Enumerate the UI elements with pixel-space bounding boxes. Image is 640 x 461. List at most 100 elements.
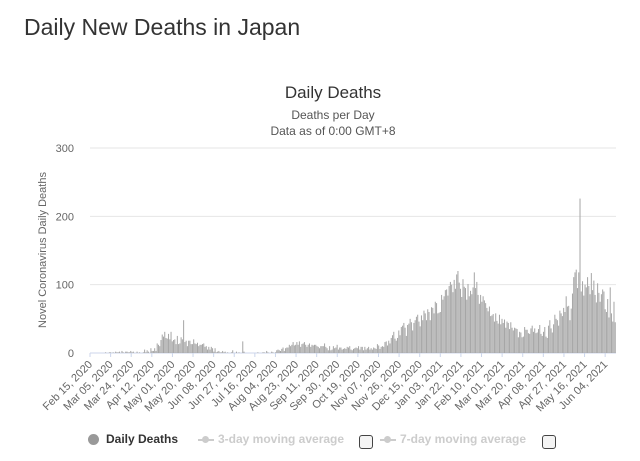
bar[interactable]: [483, 300, 485, 353]
bar[interactable]: [486, 307, 488, 353]
bar[interactable]: [243, 351, 245, 353]
bar[interactable]: [432, 307, 434, 353]
bar[interactable]: [543, 331, 545, 353]
bar[interactable]: [403, 322, 405, 353]
bar[interactable]: [271, 351, 273, 353]
bar[interactable]: [602, 289, 604, 353]
bar[interactable]: [354, 348, 356, 353]
bar[interactable]: [266, 350, 268, 353]
bar[interactable]: [584, 284, 586, 353]
bar[interactable]: [193, 339, 195, 353]
bar[interactable]: [595, 302, 597, 353]
bar[interactable]: [189, 340, 191, 353]
bar[interactable]: [136, 351, 138, 353]
bar[interactable]: [448, 286, 450, 353]
bar[interactable]: [337, 349, 339, 353]
bar[interactable]: [117, 352, 119, 353]
bar[interactable]: [334, 348, 336, 353]
bar[interactable]: [569, 320, 571, 353]
bar[interactable]: [287, 347, 289, 353]
bar[interactable]: [286, 347, 288, 353]
bar[interactable]: [398, 330, 400, 353]
bar[interactable]: [442, 299, 444, 353]
bar[interactable]: [418, 321, 420, 353]
bar[interactable]: [461, 296, 463, 353]
bar[interactable]: [176, 335, 178, 353]
bar[interactable]: [427, 309, 429, 353]
bar[interactable]: [174, 339, 176, 353]
bar[interactable]: [162, 336, 164, 353]
bar[interactable]: [417, 314, 419, 353]
bar[interactable]: [437, 313, 439, 353]
bar[interactable]: [297, 344, 299, 353]
bar[interactable]: [532, 331, 534, 353]
bar[interactable]: [316, 346, 318, 353]
bar[interactable]: [400, 327, 402, 353]
bar[interactable]: [267, 352, 269, 353]
bar[interactable]: [529, 333, 531, 353]
bar[interactable]: [305, 344, 307, 353]
bar[interactable]: [219, 352, 221, 353]
bar[interactable]: [594, 294, 596, 353]
bar[interactable]: [166, 338, 168, 353]
bar[interactable]: [150, 348, 152, 353]
bar[interactable]: [336, 344, 338, 353]
bar[interactable]: [498, 314, 500, 353]
bar[interactable]: [509, 329, 511, 353]
bar[interactable]: [384, 342, 386, 353]
bar[interactable]: [470, 290, 472, 353]
bar[interactable]: [419, 326, 421, 353]
bar[interactable]: [130, 350, 132, 353]
bar[interactable]: [570, 308, 572, 353]
bar[interactable]: [407, 324, 409, 353]
bar[interactable]: [485, 303, 487, 353]
bar[interactable]: [390, 337, 392, 353]
bar[interactable]: [603, 291, 605, 354]
bar[interactable]: [196, 342, 198, 353]
bar[interactable]: [447, 295, 449, 353]
bar[interactable]: [608, 317, 610, 353]
bar[interactable]: [589, 294, 591, 353]
bar[interactable]: [451, 284, 453, 353]
bar[interactable]: [290, 346, 292, 353]
bar[interactable]: [147, 351, 149, 353]
bar[interactable]: [115, 351, 117, 353]
bar[interactable]: [132, 351, 134, 353]
bar[interactable]: [501, 318, 503, 353]
bar[interactable]: [347, 347, 349, 353]
bar[interactable]: [468, 296, 470, 353]
bar[interactable]: [371, 349, 373, 353]
bar[interactable]: [383, 346, 385, 353]
bar[interactable]: [235, 351, 237, 353]
bar[interactable]: [274, 352, 276, 353]
bar[interactable]: [420, 315, 422, 353]
bar[interactable]: [213, 351, 215, 353]
bar[interactable]: [342, 348, 344, 353]
bar[interactable]: [291, 344, 293, 353]
legend-item-daily-deaths[interactable]: Daily Deaths: [88, 432, 178, 446]
bar[interactable]: [139, 352, 141, 353]
bar[interactable]: [180, 337, 182, 353]
bar[interactable]: [555, 318, 557, 353]
bar[interactable]: [310, 346, 312, 353]
bar[interactable]: [164, 331, 166, 353]
bar[interactable]: [428, 312, 430, 353]
bar[interactable]: [580, 291, 582, 354]
bar[interactable]: [212, 348, 214, 353]
bar[interactable]: [356, 348, 358, 353]
bar[interactable]: [520, 332, 522, 354]
bar[interactable]: [588, 286, 590, 353]
bar[interactable]: [207, 349, 209, 353]
bar[interactable]: [301, 344, 303, 353]
legend-item-3day[interactable]: 3-day moving average: [198, 432, 344, 446]
bar[interactable]: [292, 342, 294, 353]
bar[interactable]: [204, 346, 206, 353]
bar[interactable]: [118, 351, 120, 353]
bar[interactable]: [519, 331, 521, 353]
bar[interactable]: [165, 337, 167, 353]
bar[interactable]: [376, 344, 378, 353]
bar[interactable]: [512, 330, 514, 353]
bar[interactable]: [200, 344, 202, 353]
bar[interactable]: [355, 347, 357, 353]
bar[interactable]: [433, 313, 435, 353]
